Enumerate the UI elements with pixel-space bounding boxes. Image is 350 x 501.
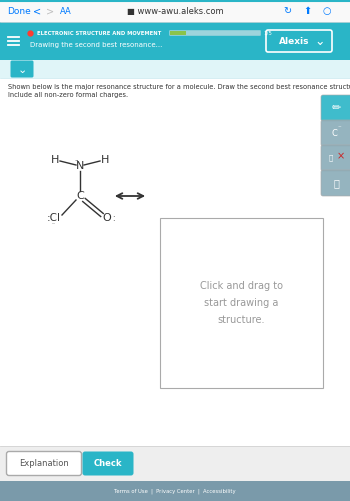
FancyBboxPatch shape bbox=[0, 0, 350, 22]
Text: Done: Done bbox=[7, 7, 31, 16]
Text: ⁻: ⁻ bbox=[337, 125, 341, 131]
Text: ELECTRONIC STRUCTURE AND MOVEMENT: ELECTRONIC STRUCTURE AND MOVEMENT bbox=[37, 31, 161, 36]
FancyBboxPatch shape bbox=[160, 218, 323, 388]
FancyBboxPatch shape bbox=[321, 145, 350, 171]
FancyBboxPatch shape bbox=[170, 31, 186, 35]
Text: ⬆: ⬆ bbox=[303, 6, 311, 16]
FancyBboxPatch shape bbox=[169, 30, 261, 36]
Text: ■ www-awu.aleks.com: ■ www-awu.aleks.com bbox=[127, 7, 223, 16]
FancyBboxPatch shape bbox=[0, 446, 350, 481]
Text: ×: × bbox=[337, 151, 345, 161]
Text: <: < bbox=[33, 6, 41, 16]
Text: ·: · bbox=[112, 213, 114, 222]
Text: Drawing the second best resonance...: Drawing the second best resonance... bbox=[30, 42, 162, 48]
Text: C: C bbox=[331, 128, 337, 137]
Text: C: C bbox=[76, 191, 84, 201]
Text: H: H bbox=[101, 155, 109, 165]
FancyBboxPatch shape bbox=[83, 451, 133, 475]
Text: ↻: ↻ bbox=[283, 6, 291, 16]
FancyBboxPatch shape bbox=[0, 481, 350, 501]
Text: 🗑: 🗑 bbox=[329, 155, 333, 161]
Text: H: H bbox=[51, 155, 59, 165]
FancyBboxPatch shape bbox=[0, 22, 350, 60]
FancyBboxPatch shape bbox=[321, 170, 350, 196]
Text: Explanation: Explanation bbox=[19, 459, 69, 468]
Text: Terms of Use  |  Privacy Center  |  Accessibility: Terms of Use | Privacy Center | Accessib… bbox=[114, 488, 236, 494]
Text: Click and drag to
start drawing a
structure.: Click and drag to start drawing a struct… bbox=[200, 281, 283, 325]
Text: >: > bbox=[46, 6, 54, 16]
Text: ⌄: ⌄ bbox=[17, 65, 27, 75]
FancyBboxPatch shape bbox=[10, 61, 34, 78]
Text: ✏: ✏ bbox=[331, 103, 341, 113]
Text: Include all non-zero formal charges.: Include all non-zero formal charges. bbox=[8, 92, 128, 98]
Text: O: O bbox=[103, 213, 111, 223]
Text: Alexis: Alexis bbox=[279, 37, 309, 46]
Text: :Cl: :Cl bbox=[47, 213, 61, 223]
FancyBboxPatch shape bbox=[0, 60, 350, 78]
FancyBboxPatch shape bbox=[321, 120, 350, 146]
Text: N: N bbox=[76, 161, 84, 171]
Text: ·: · bbox=[112, 217, 114, 226]
Text: 1/5: 1/5 bbox=[263, 31, 272, 36]
Text: ⛋: ⛋ bbox=[333, 178, 339, 188]
Text: ··: ·· bbox=[74, 158, 79, 164]
Text: ··: ·· bbox=[51, 221, 55, 226]
FancyBboxPatch shape bbox=[7, 451, 82, 475]
Text: Check: Check bbox=[94, 459, 122, 468]
Text: ⌄: ⌄ bbox=[315, 35, 325, 48]
Text: Shown below is the major resonance structure for a molecule. Draw the second bes: Shown below is the major resonance struc… bbox=[8, 84, 350, 90]
Text: ○: ○ bbox=[323, 6, 331, 16]
FancyBboxPatch shape bbox=[321, 95, 350, 121]
Text: AA: AA bbox=[60, 7, 72, 16]
